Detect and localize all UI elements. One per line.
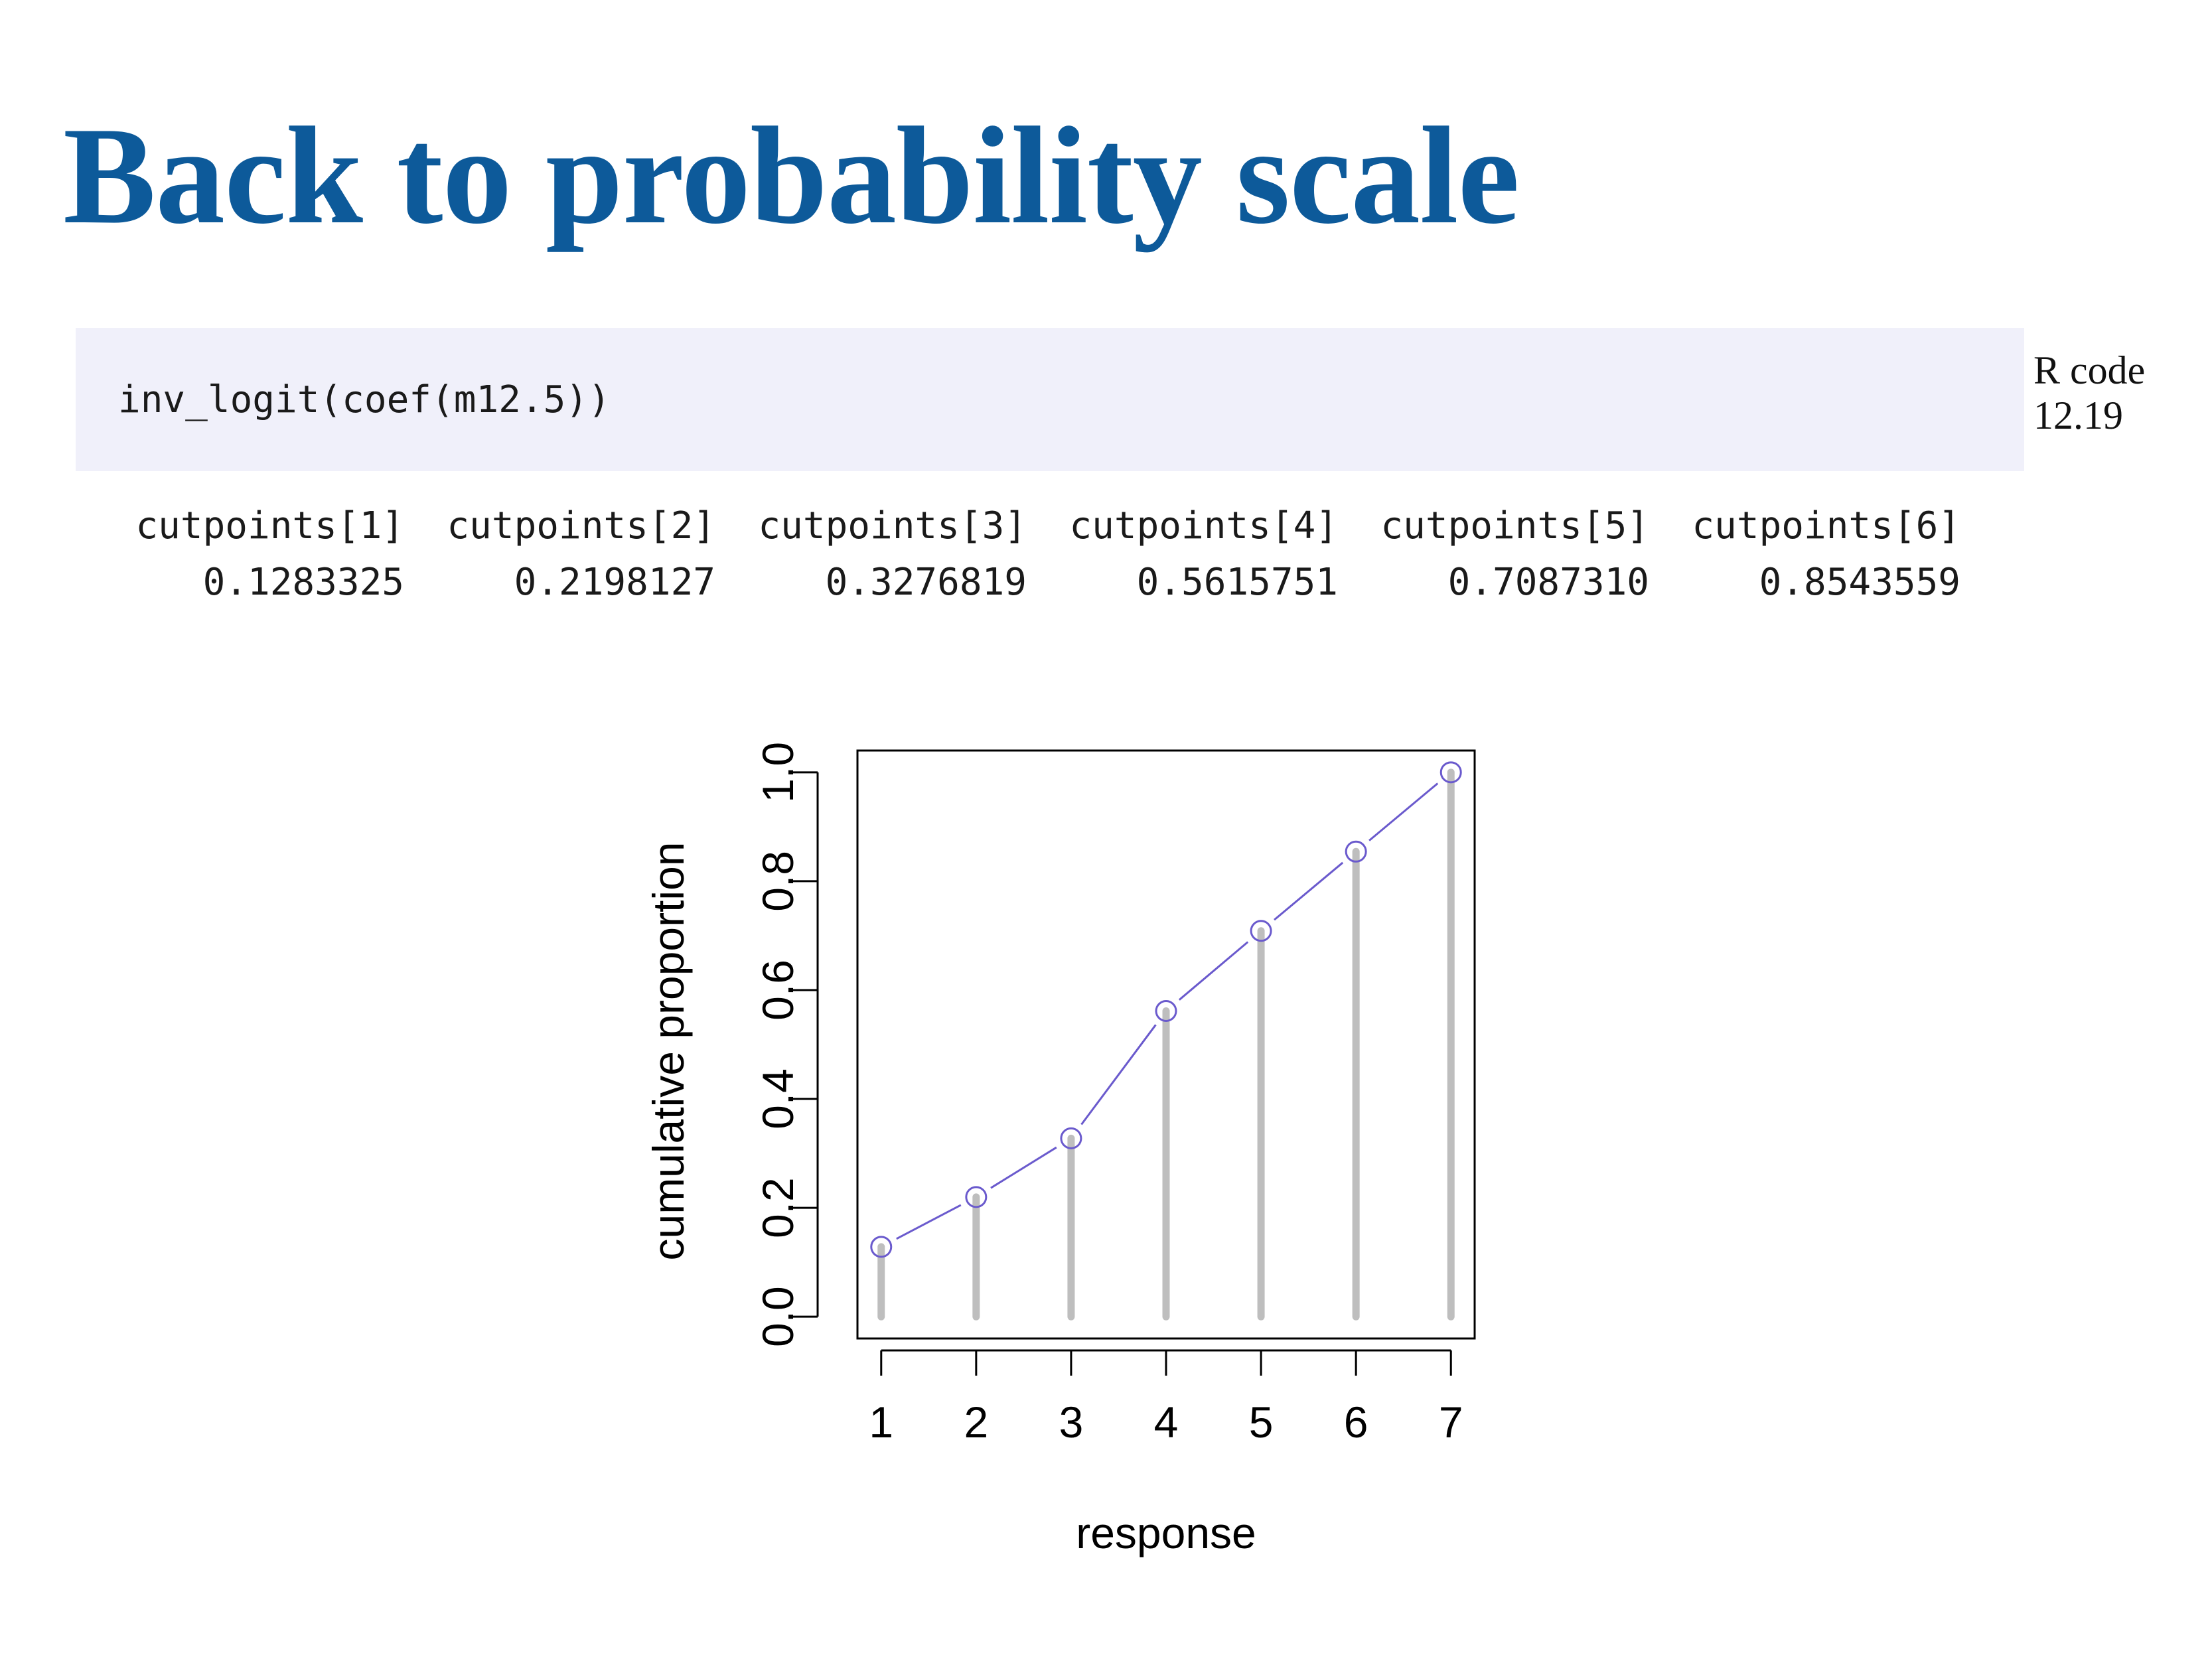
output-value: 0.2198127 xyxy=(514,561,715,604)
code-caption-label: R code xyxy=(2033,348,2146,392)
output-values-row: 0.1283325 0.2198127 0.3276819 0.5615751 … xyxy=(118,561,1960,604)
series-line-segment xyxy=(1274,861,1344,921)
x-tick-label: 6 xyxy=(1344,1398,1368,1447)
data-point xyxy=(1439,761,1462,784)
data-point xyxy=(1155,999,1177,1022)
x-tick-label: 1 xyxy=(869,1398,893,1447)
output-name: cutpoints[5] xyxy=(1380,504,1649,547)
data-point xyxy=(1345,840,1367,863)
series-line-segment xyxy=(896,1204,962,1240)
x-tick-label: 2 xyxy=(964,1398,988,1447)
output-value: 0.1283325 xyxy=(202,561,404,604)
y-axis-title: cumulative proportion xyxy=(644,842,693,1261)
code-line: inv_logit(coef(m12.5)) xyxy=(118,378,611,421)
series-line-segment xyxy=(990,1146,1057,1189)
output-value: 0.3276819 xyxy=(825,561,1027,604)
data-point xyxy=(965,1186,988,1208)
x-tick-label: 5 xyxy=(1249,1398,1274,1447)
output-value: 0.8543559 xyxy=(1759,561,1960,604)
x-tick-label: 4 xyxy=(1154,1398,1179,1447)
data-point xyxy=(870,1236,893,1258)
output-name: cutpoints[1] xyxy=(135,504,404,547)
x-axis-title: response xyxy=(1076,1508,1256,1557)
series-line-segment xyxy=(1178,941,1249,1001)
y-tick-label: 0.4 xyxy=(753,1068,802,1129)
output-name: cutpoints[4] xyxy=(1069,504,1338,547)
output-name: cutpoints[6] xyxy=(1692,504,1960,547)
y-tick-label: 0.6 xyxy=(753,960,802,1021)
output-name: cutpoints[3] xyxy=(758,504,1027,547)
series-line-segment xyxy=(1080,1024,1157,1125)
y-tick-label: 0.8 xyxy=(753,851,802,912)
series-line-segment xyxy=(1368,782,1439,841)
plot-frame xyxy=(856,749,1476,1340)
y-tick-label: 0.0 xyxy=(753,1286,802,1347)
y-tick-label: 0.2 xyxy=(753,1177,802,1238)
output-value: 0.7087310 xyxy=(1447,561,1649,604)
output-name: cutpoints[2] xyxy=(447,504,715,547)
x-tick-label: 3 xyxy=(1059,1398,1084,1447)
code-caption: R code 12.19 xyxy=(2033,348,2145,438)
data-point xyxy=(1250,920,1272,942)
code-block: inv_logit(coef(m12.5)) xyxy=(76,328,2024,471)
output-value: 0.5615751 xyxy=(1136,561,1338,604)
output-names-row: cutpoints[1] cutpoints[2] cutpoints[3] c… xyxy=(118,504,1960,547)
code-caption-number: 12.19 xyxy=(2033,394,2123,437)
slide-title: Back to probability scale xyxy=(63,99,1520,253)
y-tick-label: 1.0 xyxy=(753,742,802,803)
x-tick-label: 7 xyxy=(1439,1398,1463,1447)
data-point xyxy=(1060,1127,1082,1149)
